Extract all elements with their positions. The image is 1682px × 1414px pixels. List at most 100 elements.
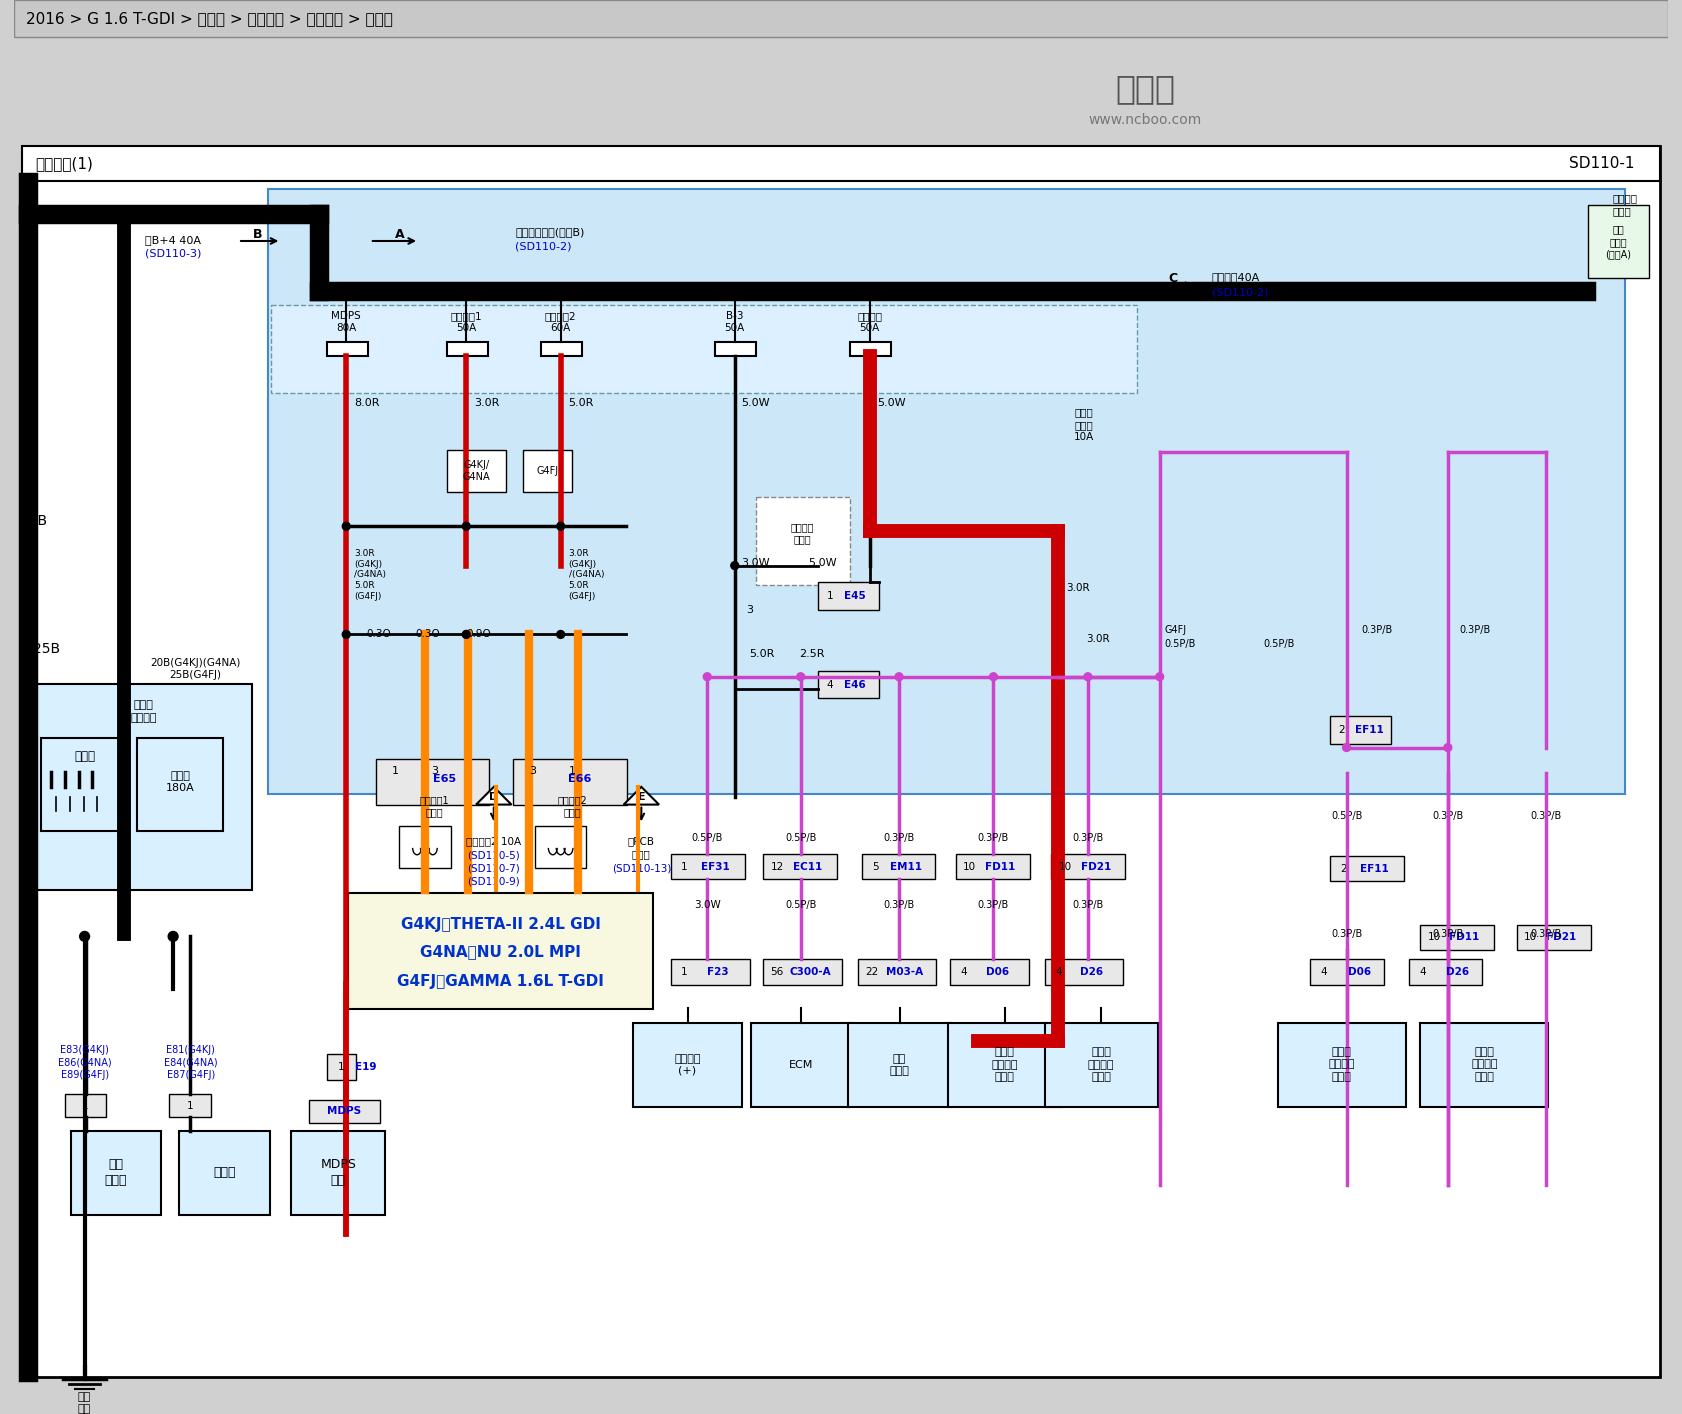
Text: D: D (489, 792, 498, 802)
Text: D26: D26 (1080, 967, 1103, 977)
Text: 3.0R
(G4KJ)
/(G4NA)
5.0R
(G4FJ): 3.0R (G4KJ) /(G4NA) 5.0R (G4FJ) (569, 549, 604, 601)
Text: 0.3O: 0.3O (415, 629, 441, 639)
Bar (950, 959, 1029, 984)
Bar (819, 583, 880, 609)
Bar (446, 451, 506, 492)
Text: 12: 12 (770, 861, 784, 871)
Text: 1: 1 (338, 1062, 345, 1072)
Circle shape (79, 932, 89, 942)
Text: 2016 > G 1.6 T-GDI > 示意图 > 电源搭铁 > 电源分布 > 示意图: 2016 > G 1.6 T-GDI > 示意图 > 电源搭铁 > 电源分布 >… (25, 11, 392, 27)
Text: 3: 3 (747, 605, 754, 615)
Bar (542, 342, 582, 356)
Text: (SD110-9): (SD110-9) (468, 877, 520, 887)
Text: 0.3P/B: 0.3P/B (977, 899, 1009, 911)
Text: F23: F23 (706, 967, 728, 977)
Text: 3.0R: 3.0R (1087, 635, 1110, 645)
Text: 3: 3 (530, 766, 537, 776)
Circle shape (865, 526, 875, 536)
Text: FD11: FD11 (1450, 932, 1480, 942)
Bar (267, 189, 1625, 793)
Bar (71, 1131, 161, 1215)
Text: G4FJ：GAMMA 1.6L T-GDI: G4FJ：GAMMA 1.6L T-GDI (397, 974, 604, 990)
Text: 0.5P/B: 0.5P/B (1330, 812, 1362, 822)
Bar (13, 0, 1669, 37)
Text: 2: 2 (1341, 864, 1347, 874)
Text: 后视镜
加热器
10A: 后视镜 加热器 10A (1073, 407, 1093, 443)
Text: (SD110-2): (SD110-2) (1211, 287, 1268, 297)
Bar (291, 1131, 385, 1215)
Text: D26: D26 (1447, 967, 1470, 977)
Text: 从传感器2 10A: 从传感器2 10A (466, 836, 521, 846)
Bar (1051, 854, 1125, 880)
Text: 0.3P/B: 0.3P/B (1433, 929, 1463, 939)
Bar (309, 1100, 380, 1123)
Text: B-3
50A: B-3 50A (725, 311, 745, 334)
Text: 1: 1 (681, 861, 688, 871)
Text: 25B: 25B (34, 642, 61, 656)
Text: 冷却风扇2
继电器: 冷却风扇2 继电器 (558, 795, 587, 817)
Text: E65: E65 (432, 773, 456, 783)
Circle shape (463, 631, 471, 638)
Text: 冷却风扇1
继电器: 冷却风扇1 继电器 (420, 795, 449, 817)
Bar (513, 759, 627, 805)
Text: 0.3P/B: 0.3P/B (1361, 625, 1393, 635)
Circle shape (557, 522, 565, 530)
Text: E46: E46 (844, 680, 866, 690)
Bar (671, 959, 750, 984)
Text: 0.3P/B: 0.3P/B (1071, 833, 1103, 843)
Text: E81(G4KJ)
E84(G4NA)
E87(G4FJ): E81(G4KJ) E84(G4NA) E87(G4FJ) (165, 1045, 217, 1080)
Text: 3.0R: 3.0R (474, 399, 500, 409)
Text: 2.5R: 2.5R (799, 649, 824, 659)
Bar (42, 738, 128, 831)
Bar (399, 826, 451, 868)
Text: D06: D06 (986, 967, 1009, 977)
Text: M03-A: M03-A (886, 967, 923, 977)
Text: 助手席
电动室外
后视镜: 助手席 电动室外 后视镜 (1088, 1048, 1115, 1082)
Text: 0.3P/B: 0.3P/B (1460, 625, 1490, 635)
Text: 3: 3 (431, 766, 439, 776)
Text: E: E (637, 792, 646, 802)
Bar (375, 759, 489, 805)
Circle shape (168, 932, 178, 942)
Text: 5: 5 (871, 861, 878, 871)
Bar (326, 342, 368, 356)
Bar (1330, 855, 1403, 881)
Text: EF11: EF11 (1354, 725, 1384, 735)
Circle shape (343, 631, 350, 638)
Text: E19: E19 (355, 1062, 377, 1072)
Text: (SD110-13): (SD110-13) (612, 864, 671, 874)
Text: 4: 4 (1420, 967, 1426, 977)
Text: MDPS: MDPS (328, 1107, 362, 1117)
Bar (35, 683, 252, 891)
Polygon shape (476, 788, 511, 805)
Text: 蓄电池: 蓄电池 (74, 749, 96, 762)
Circle shape (463, 522, 471, 530)
Bar (861, 854, 935, 880)
Text: ECM: ECM (789, 1059, 812, 1070)
Text: (SD110-7): (SD110-7) (468, 864, 520, 874)
Bar (348, 894, 653, 1010)
Text: 电源分布(1): 电源分布(1) (35, 156, 93, 171)
Text: 后除霜器
50A: 后除霜器 50A (858, 311, 881, 334)
Text: D06: D06 (1347, 967, 1371, 977)
Text: 25B: 25B (20, 515, 47, 529)
Text: C: C (1167, 271, 1177, 284)
Text: 0.3P/B: 0.3P/B (1071, 899, 1103, 911)
Circle shape (703, 673, 711, 680)
Text: EF31: EF31 (701, 861, 730, 871)
Bar (1420, 925, 1494, 950)
Text: 8.0R: 8.0R (355, 399, 380, 409)
Text: 发电机
180A: 发电机 180A (165, 771, 195, 793)
Bar (271, 305, 1137, 393)
Text: 0.5P/B: 0.5P/B (691, 833, 723, 843)
Text: 22: 22 (865, 967, 878, 977)
Bar (523, 451, 572, 492)
Bar (446, 342, 488, 356)
Circle shape (989, 673, 997, 680)
Bar (66, 1094, 106, 1117)
Text: 驾驶席
电动室外
后视镜: 驾驶席 电动室外 后视镜 (1329, 1046, 1356, 1082)
Bar (1408, 959, 1482, 984)
Bar (22, 146, 1660, 181)
Text: 助手席
电动室外
后视镜: 助手席 电动室外 后视镜 (1472, 1046, 1497, 1082)
Bar (170, 1094, 210, 1117)
